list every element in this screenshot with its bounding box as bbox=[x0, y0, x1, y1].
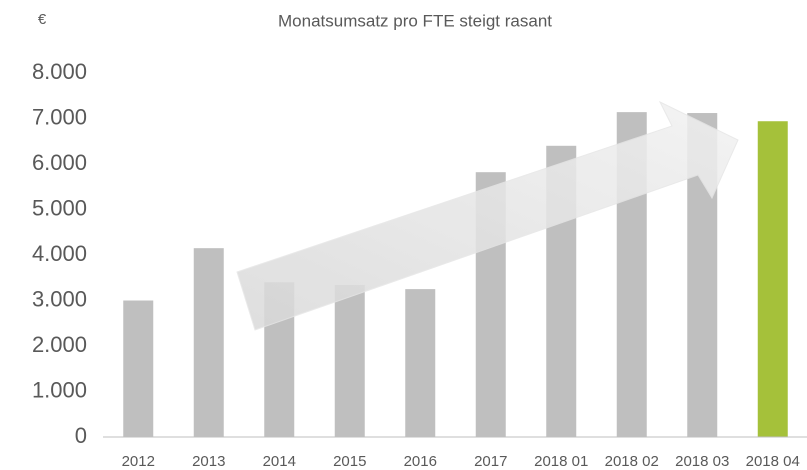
y-tick-label: 4.000 bbox=[32, 241, 87, 266]
y-tick-label: 5.000 bbox=[32, 195, 87, 220]
x-tick-label: 2018 03 bbox=[675, 453, 729, 470]
y-tick-label: 6.000 bbox=[32, 150, 87, 175]
bars bbox=[123, 112, 788, 438]
x-tick-label: 2015 bbox=[333, 453, 366, 470]
y-tick-label: 7.000 bbox=[32, 104, 87, 129]
x-tick-label: 2014 bbox=[263, 453, 296, 470]
y-tick-label: 1.000 bbox=[32, 377, 87, 402]
bar bbox=[405, 289, 436, 437]
bar bbox=[123, 300, 154, 437]
x-tick-label: 2018 04 bbox=[746, 453, 800, 470]
x-tick-label: 2016 bbox=[404, 453, 437, 470]
x-tick-label: 2013 bbox=[192, 453, 225, 470]
trend-arrow bbox=[236, 100, 739, 331]
bar bbox=[334, 285, 365, 437]
x-tick-label: 2018 02 bbox=[605, 453, 659, 470]
y-tick-label: 0 bbox=[75, 423, 87, 448]
x-tick-label: 2017 bbox=[474, 453, 507, 470]
x-tick-label: 2012 bbox=[122, 453, 155, 470]
y-tick-label: 8.000 bbox=[32, 59, 87, 84]
bar bbox=[193, 248, 224, 437]
y-unit: € bbox=[38, 11, 47, 28]
bar bbox=[757, 121, 788, 437]
chart-title: Monatsumsatz pro FTE steigt rasant bbox=[278, 11, 552, 30]
y-tick-label: 2.000 bbox=[32, 332, 87, 357]
x-tick-label: 2018 01 bbox=[534, 453, 588, 470]
y-tick-label: 3.000 bbox=[32, 286, 87, 311]
